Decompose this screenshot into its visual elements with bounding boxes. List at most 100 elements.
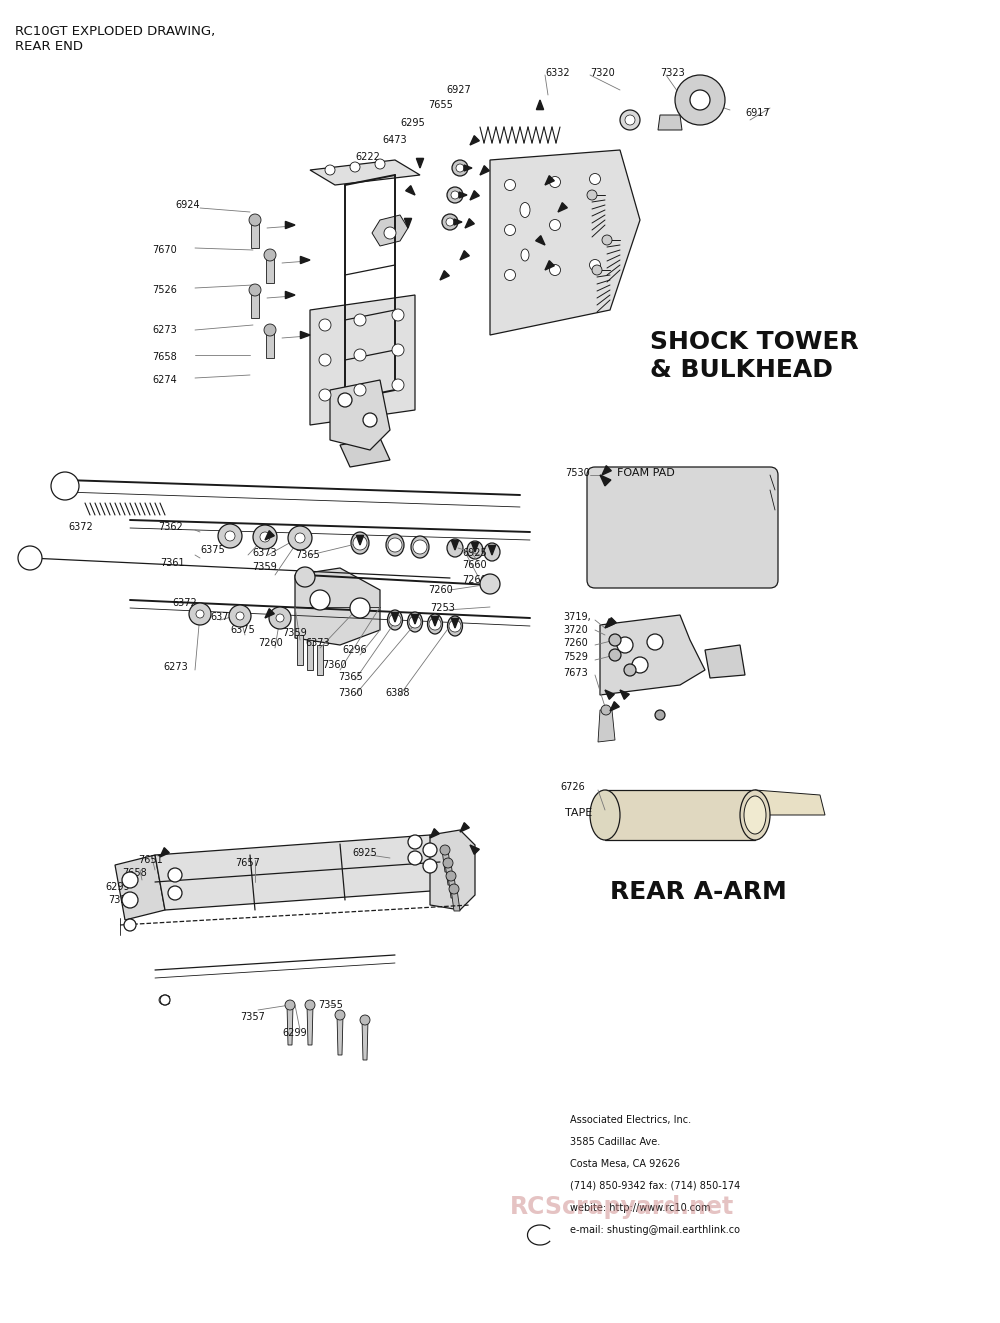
Polygon shape (558, 202, 567, 212)
Ellipse shape (448, 617, 462, 636)
Text: (714) 850-9342 fax: (714) 850-174: (714) 850-9342 fax: (714) 850-174 (570, 1181, 740, 1191)
Circle shape (375, 159, 385, 169)
Polygon shape (536, 101, 544, 110)
Circle shape (295, 533, 305, 542)
Polygon shape (295, 568, 380, 646)
Circle shape (335, 1009, 345, 1020)
Circle shape (218, 524, 242, 548)
Circle shape (620, 110, 640, 130)
Polygon shape (310, 295, 415, 425)
Text: 6388: 6388 (385, 688, 410, 699)
Text: 6372: 6372 (68, 523, 93, 532)
Circle shape (647, 634, 663, 650)
Text: 6927: 6927 (446, 85, 471, 95)
Polygon shape (705, 646, 745, 677)
Polygon shape (337, 1015, 343, 1054)
Polygon shape (658, 115, 682, 130)
Text: 7360: 7360 (338, 688, 363, 699)
Text: 7323: 7323 (660, 67, 685, 78)
Text: 7361: 7361 (160, 558, 185, 568)
Polygon shape (605, 790, 755, 840)
Circle shape (443, 859, 453, 868)
Text: RCScrapyard.net: RCScrapyard.net (510, 1195, 734, 1218)
Circle shape (338, 393, 352, 407)
Polygon shape (605, 619, 614, 628)
Ellipse shape (521, 249, 529, 261)
Ellipse shape (388, 610, 402, 630)
Circle shape (384, 228, 396, 239)
Circle shape (225, 531, 235, 541)
Polygon shape (442, 849, 451, 872)
Circle shape (388, 538, 402, 552)
Text: FOAM PAD: FOAM PAD (617, 468, 675, 478)
Ellipse shape (386, 534, 404, 556)
Text: 7260: 7260 (258, 638, 283, 648)
Text: 6373: 6373 (252, 548, 277, 558)
Polygon shape (430, 828, 439, 837)
Text: 7657: 7657 (235, 859, 260, 868)
Text: TAPE: TAPE (565, 808, 592, 818)
Circle shape (122, 892, 138, 908)
Polygon shape (340, 438, 390, 467)
Polygon shape (471, 542, 479, 552)
Circle shape (295, 568, 315, 587)
Text: 7359: 7359 (282, 628, 307, 638)
Circle shape (353, 536, 367, 550)
Polygon shape (470, 845, 479, 855)
Circle shape (392, 344, 404, 356)
Polygon shape (404, 218, 412, 228)
Polygon shape (545, 261, 554, 270)
Polygon shape (602, 466, 611, 475)
Circle shape (408, 835, 422, 849)
Circle shape (409, 617, 421, 628)
Circle shape (449, 620, 461, 632)
Circle shape (505, 270, 516, 280)
Polygon shape (445, 863, 454, 885)
Text: 7658: 7658 (122, 868, 147, 878)
Polygon shape (266, 329, 274, 359)
Circle shape (51, 472, 79, 500)
Circle shape (423, 859, 437, 873)
Circle shape (325, 165, 335, 175)
Circle shape (319, 355, 331, 366)
Circle shape (276, 614, 284, 622)
Polygon shape (470, 136, 479, 146)
Text: RC10GT EXPLODED DRAWING,: RC10GT EXPLODED DRAWING, (15, 25, 215, 38)
Circle shape (446, 871, 456, 881)
Text: 6375: 6375 (230, 624, 255, 635)
Ellipse shape (467, 541, 483, 560)
Circle shape (429, 618, 441, 630)
Circle shape (389, 614, 401, 626)
Polygon shape (460, 250, 469, 261)
Circle shape (505, 180, 516, 191)
Polygon shape (460, 823, 469, 832)
Circle shape (168, 868, 182, 882)
Ellipse shape (408, 613, 422, 632)
Circle shape (456, 164, 464, 172)
Polygon shape (454, 220, 462, 225)
Polygon shape (307, 1005, 313, 1045)
Circle shape (590, 259, 600, 270)
Polygon shape (372, 216, 408, 246)
Text: 7673: 7673 (563, 668, 588, 677)
Circle shape (446, 218, 454, 226)
Polygon shape (285, 291, 295, 299)
Text: Associated Electrics, Inc.: Associated Electrics, Inc. (570, 1115, 691, 1125)
Circle shape (655, 710, 665, 720)
Circle shape (408, 851, 422, 865)
Text: e-mail: shusting@mail.earthlink.co: e-mail: shusting@mail.earthlink.co (570, 1225, 740, 1234)
Text: 7260: 7260 (462, 576, 487, 585)
Circle shape (480, 574, 500, 594)
Text: 6299: 6299 (282, 1028, 307, 1039)
Text: 7365: 7365 (295, 550, 320, 560)
Circle shape (590, 173, 600, 184)
Polygon shape (297, 635, 303, 665)
Text: webite: http://www.rc10.com: webite: http://www.rc10.com (570, 1203, 710, 1213)
Text: 7651: 7651 (138, 855, 163, 865)
Text: 7260: 7260 (563, 638, 588, 648)
Polygon shape (451, 540, 459, 550)
Circle shape (690, 90, 710, 110)
Polygon shape (310, 160, 420, 185)
Circle shape (305, 1000, 315, 1009)
Polygon shape (459, 192, 467, 198)
